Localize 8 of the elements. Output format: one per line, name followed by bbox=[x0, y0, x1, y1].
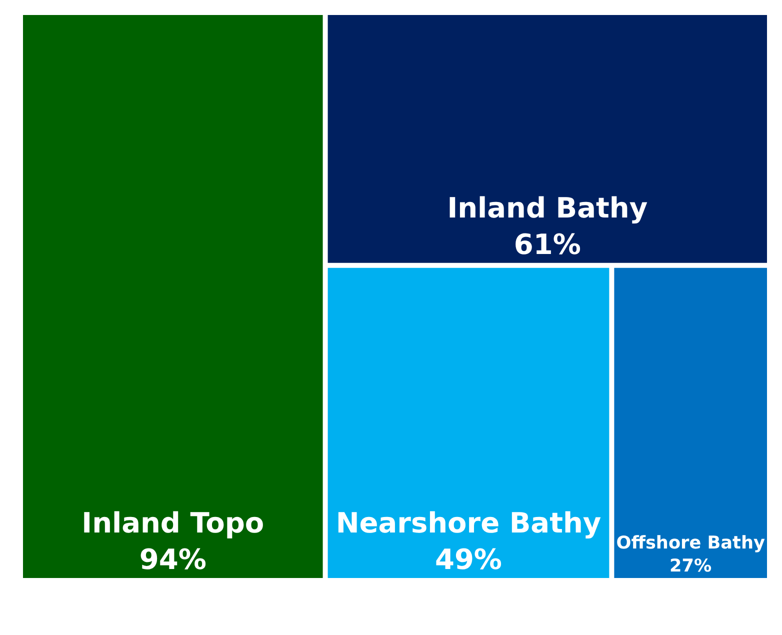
category-label: Inland Topo bbox=[82, 506, 264, 540]
data-label: 49% bbox=[434, 543, 502, 576]
category-label: Nearshore Bathy bbox=[336, 506, 602, 540]
category-label: Offshore Bathy bbox=[616, 534, 766, 554]
data-label: 61% bbox=[514, 228, 581, 261]
data-label: 94% bbox=[139, 543, 206, 576]
category-label: Inland Bathy bbox=[447, 192, 648, 225]
data-label: 27% bbox=[670, 556, 712, 577]
